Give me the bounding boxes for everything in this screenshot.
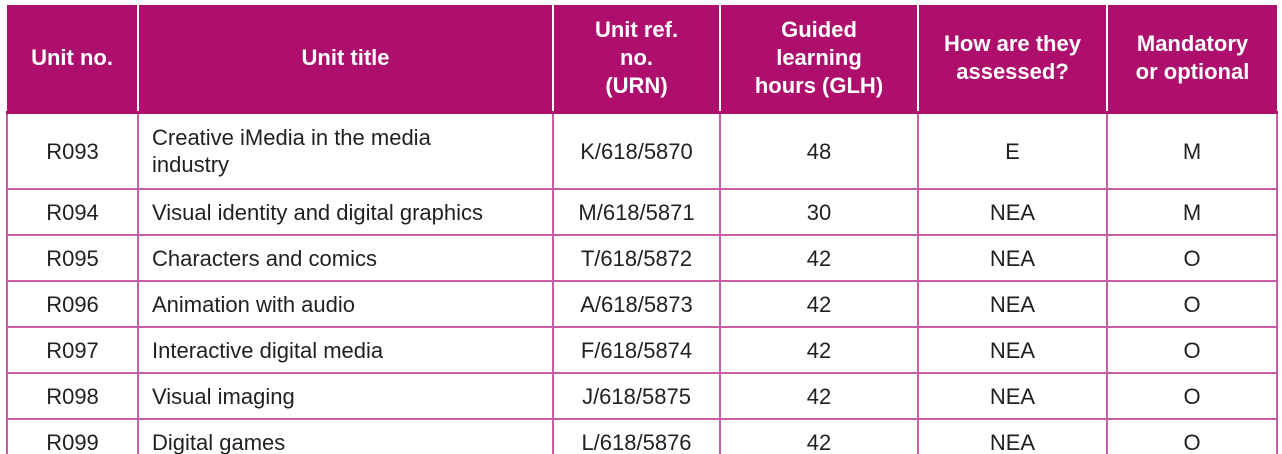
- cell-unit-title: Interactive digital media: [137, 326, 554, 374]
- cell-urn: M/618/5871: [552, 188, 721, 236]
- header-row: Unit no. Unit title Unit ref. no. (URN) …: [7, 5, 1277, 114]
- cell-assessed: NEA: [917, 234, 1108, 282]
- cell-unit-title: Creative iMedia in the media industry: [137, 111, 554, 190]
- cell-unit-no: R098: [6, 372, 139, 420]
- cell-unit-no: R096: [6, 280, 139, 328]
- column-header-mandatory: Mandatory or optional: [1106, 5, 1277, 114]
- column-header-assessed: How are they assessed?: [917, 5, 1107, 114]
- cell-unit-title: Visual identity and digital graphics: [137, 188, 554, 236]
- cell-assessed: NEA: [917, 280, 1108, 328]
- column-header-unit-title: Unit title: [137, 5, 553, 114]
- cell-urn: F/618/5874: [552, 326, 721, 374]
- cell-mandatory: O: [1106, 280, 1278, 328]
- table-row: R094 Visual identity and digital graphic…: [6, 188, 1278, 236]
- table-row: R099 Digital games L/618/5876 42 NEA O: [6, 418, 1278, 454]
- cell-unit-title: Animation with audio: [137, 280, 554, 328]
- units-table: Unit no. Unit title Unit ref. no. (URN) …: [6, 5, 1278, 454]
- cell-unit-title: Characters and comics: [137, 234, 554, 282]
- cell-unit-no: R099: [6, 418, 139, 454]
- cell-unit-no: R095: [6, 234, 139, 282]
- cell-assessed: NEA: [917, 188, 1108, 236]
- column-header-unit-no: Unit no.: [7, 5, 138, 114]
- cell-mandatory: M: [1106, 111, 1278, 190]
- cell-unit-title: Visual imaging: [137, 372, 554, 420]
- cell-mandatory: O: [1106, 418, 1278, 454]
- cell-unit-title: Digital games: [137, 418, 554, 454]
- cell-urn: K/618/5870: [552, 111, 721, 190]
- cell-glh: 42: [719, 280, 919, 328]
- table-row: R098 Visual imaging J/618/5875 42 NEA O: [6, 372, 1278, 420]
- cell-assessed: E: [917, 111, 1108, 190]
- cell-glh: 42: [719, 372, 919, 420]
- cell-assessed: NEA: [917, 418, 1108, 454]
- cell-urn: L/618/5876: [552, 418, 721, 454]
- table-body: R093 Creative iMedia in the media indust…: [6, 111, 1278, 454]
- cell-mandatory: O: [1106, 234, 1278, 282]
- table-row: R097 Interactive digital media F/618/587…: [6, 326, 1278, 374]
- cell-glh: 30: [719, 188, 919, 236]
- cell-unit-no: R097: [6, 326, 139, 374]
- cell-unit-no: R094: [6, 188, 139, 236]
- cell-mandatory: O: [1106, 326, 1278, 374]
- cell-urn: T/618/5872: [552, 234, 721, 282]
- cell-mandatory: M: [1106, 188, 1278, 236]
- cell-assessed: NEA: [917, 326, 1108, 374]
- cell-urn: A/618/5873: [552, 280, 721, 328]
- table-header: Unit no. Unit title Unit ref. no. (URN) …: [7, 5, 1277, 114]
- cell-unit-no: R093: [6, 111, 139, 190]
- cell-glh: 42: [719, 418, 919, 454]
- column-header-glh: Guided learning hours (GLH): [719, 5, 918, 114]
- column-header-urn: Unit ref. no. (URN): [552, 5, 720, 114]
- cell-urn: J/618/5875: [552, 372, 721, 420]
- cell-glh: 48: [719, 111, 919, 190]
- table-row: R096 Animation with audio A/618/5873 42 …: [6, 280, 1278, 328]
- cell-mandatory: O: [1106, 372, 1278, 420]
- cell-assessed: NEA: [917, 372, 1108, 420]
- table-row: R095 Characters and comics T/618/5872 42…: [6, 234, 1278, 282]
- cell-glh: 42: [719, 234, 919, 282]
- table-row: R093 Creative iMedia in the media indust…: [6, 111, 1278, 190]
- cell-glh: 42: [719, 326, 919, 374]
